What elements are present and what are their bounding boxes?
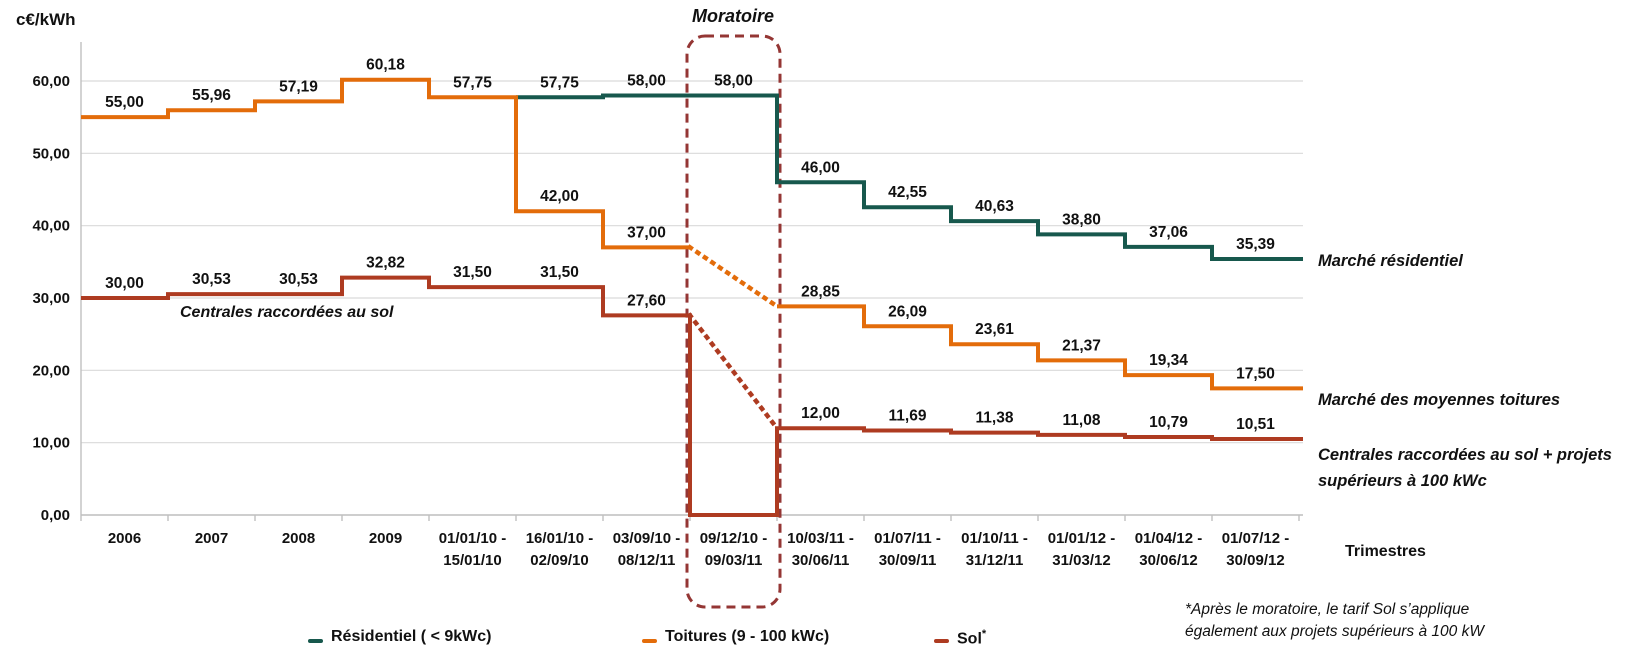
data-label-toitures: 55,00 — [105, 94, 144, 111]
x-tick-label: 31/03/12 — [1052, 552, 1110, 569]
x-tick-label: 01/01/10 - — [439, 530, 507, 547]
legend-label-sol-text: Sol — [957, 630, 982, 648]
data-label-toitures: 21,37 — [1062, 337, 1101, 354]
data-label-sol: 11,08 — [1063, 412, 1101, 429]
x-tick-label: 09/03/11 — [705, 552, 763, 569]
series-line-toitures — [81, 77, 1303, 391]
right-label-marche-toitures: Marché des moyennes toitures — [1318, 391, 1561, 409]
data-label-toitures: 37,00 — [627, 224, 666, 241]
data-label-sol: 31,50 — [540, 264, 579, 281]
data-label-residentiel: 57,75 — [540, 74, 579, 91]
data-label-toitures: 42,00 — [540, 188, 579, 205]
x-tick-label: 01/04/12 - — [1135, 530, 1203, 547]
data-label-toitures: 57,75 — [453, 74, 492, 91]
data-label-residentiel: 35,39 — [1236, 236, 1275, 253]
data-label-toitures: 28,85 — [801, 283, 840, 300]
x-tick-label: 2009 — [369, 530, 402, 547]
x-tick-label: 09/12/10 - — [700, 530, 768, 547]
data-label-sol: 31,50 — [453, 264, 492, 281]
data-label-sol: 30,53 — [192, 271, 231, 288]
legend-marker-sol — [934, 639, 949, 643]
x-tick-label: 01/01/12 - — [1048, 530, 1116, 547]
moratoire-title: Moratoire — [691, 6, 774, 26]
data-label-toitures: 23,61 — [975, 321, 1014, 338]
data-label-toitures: 26,09 — [888, 303, 927, 320]
x-tick-label: 01/10/11 - — [961, 530, 1028, 547]
footnote: *Après le moratoire, le tarif Sol s’appl… — [1185, 599, 1484, 643]
x-tick-label: 30/09/12 — [1226, 552, 1284, 569]
data-label-sol: 30,53 — [279, 271, 318, 288]
data-label-sol: 10,79 — [1149, 414, 1188, 431]
x-tick-label: 2007 — [195, 530, 228, 547]
x-axis-title: Trimestres — [1345, 543, 1426, 560]
series-dotted-sol — [686, 312, 781, 432]
x-tick-label: 03/09/10 - — [613, 530, 681, 547]
x-tick-label: 2008 — [282, 530, 315, 547]
y-axis-title: c€/kWh — [16, 10, 76, 29]
data-label-sol: 10,51 — [1236, 416, 1275, 433]
x-tick-label: 15/01/10 — [443, 552, 501, 569]
data-label-sol: 30,00 — [105, 275, 144, 292]
x-tick-label: 01/07/11 - — [874, 530, 941, 547]
right-label-centrales-sol-line2: supérieurs à 100 kWc — [1318, 472, 1487, 490]
y-tick-label: 30,00 — [32, 290, 70, 307]
right-label-centrales-sol-line1: Centrales raccordées au sol + projets — [1318, 446, 1612, 464]
data-label-residentiel: 37,06 — [1149, 224, 1188, 241]
data-label-residentiel: 38,80 — [1062, 211, 1101, 228]
data-label-sol: 12,00 — [801, 405, 840, 422]
footnote-line2: également aux projets supérieurs à 100 k… — [1185, 623, 1484, 640]
legend-label-sol-asterisk: * — [981, 628, 987, 640]
moratoire-box — [685, 34, 782, 609]
series-line-sol — [81, 275, 1303, 517]
legend-marker-toitures — [642, 639, 657, 643]
data-label-toitures: 55,96 — [192, 87, 231, 104]
data-label-residentiel: 40,63 — [975, 198, 1014, 215]
y-tick-label: 0,00 — [41, 507, 70, 524]
x-tick-label: 02/09/10 — [530, 552, 588, 569]
data-label-sol: 11,38 — [976, 410, 1014, 427]
data-label-toitures: 19,34 — [1149, 352, 1188, 369]
y-tick-label: 20,00 — [32, 362, 70, 379]
annotation-centrales-sol: Centrales raccordées au sol — [180, 304, 394, 321]
y-tick-label: 50,00 — [32, 145, 70, 162]
data-label-residentiel: 46,00 — [801, 159, 840, 176]
data-label-sol: 32,82 — [366, 255, 405, 272]
data-label-residentiel: 42,55 — [888, 184, 927, 201]
x-tick-label: 16/01/10 - — [526, 530, 594, 547]
x-tick-label: 2006 — [108, 530, 141, 547]
y-tick-label: 40,00 — [32, 218, 70, 235]
x-tick-label: 30/09/11 — [879, 552, 937, 569]
right-label-marche-residentiel: Marché résidentiel — [1318, 252, 1463, 270]
y-tick-label: 10,00 — [32, 435, 70, 452]
x-tick-label: 31/12/11 — [966, 552, 1024, 569]
y-tick-label: 60,00 — [32, 73, 70, 90]
x-tick-label: 01/07/12 - — [1222, 530, 1290, 547]
legend-marker-residentiel — [308, 639, 323, 643]
data-label-toitures: 17,50 — [1236, 365, 1275, 382]
data-label-sol: 11,69 — [889, 407, 927, 424]
data-label-sol: 27,60 — [627, 292, 666, 309]
footnote-line1: *Après le moratoire, le tarif Sol s’appl… — [1185, 601, 1470, 618]
legend-label-sol: Sol* — [957, 628, 986, 648]
legend-label-toitures: Toitures (9 - 100 kWc) — [665, 628, 830, 645]
series-dotted-toitures — [686, 244, 781, 310]
x-tick-label: 30/06/11 — [792, 552, 850, 569]
right-label-centrales-sol: Centrales raccordées au sol + projets su… — [1318, 442, 1612, 494]
x-tick-label: 30/06/12 — [1139, 552, 1197, 569]
data-label-residentiel: 58,00 — [714, 72, 753, 89]
data-label-residentiel: 58,00 — [627, 72, 666, 89]
data-label-toitures: 60,18 — [366, 57, 405, 74]
series-line-residentiel — [516, 93, 1303, 262]
x-tick-label: 10/03/11 - — [787, 530, 854, 547]
legend-label-residentiel: Résidentiel ( < 9kWc) — [331, 628, 492, 645]
x-tick-label: 08/12/11 — [618, 552, 676, 569]
data-label-toitures: 57,19 — [279, 78, 318, 95]
